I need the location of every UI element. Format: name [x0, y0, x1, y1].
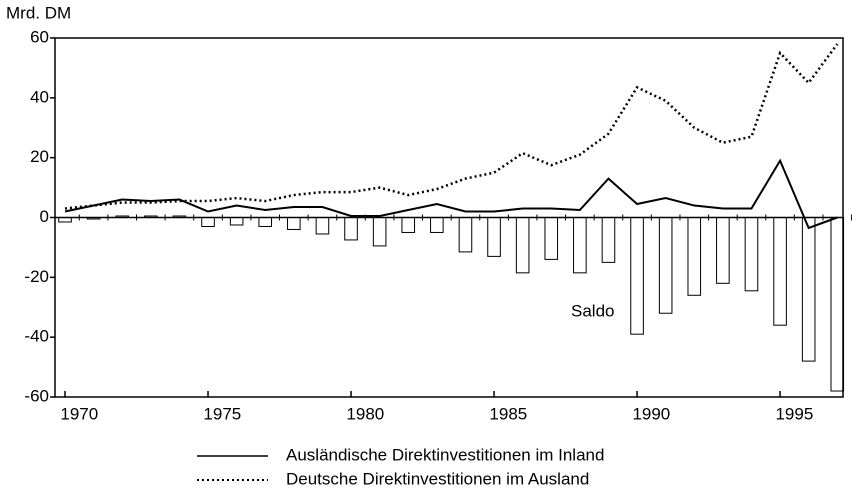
x-tick-label: 1990	[632, 404, 670, 423]
y-tick-label: 0	[40, 207, 49, 226]
bar	[573, 217, 587, 274]
bar	[744, 217, 759, 292]
y-axis-label: Mrd. DM	[6, 3, 71, 22]
bar	[458, 217, 473, 253]
bar	[229, 217, 244, 226]
bar	[630, 217, 644, 335]
y-tick-label: 60	[30, 27, 49, 46]
bar	[515, 217, 530, 274]
bar	[773, 217, 787, 326]
bar	[687, 217, 702, 296]
bar	[430, 217, 444, 233]
x-tick-label: 1995	[775, 404, 813, 423]
bar	[401, 217, 416, 233]
x-tick-label: 1985	[489, 404, 527, 423]
x-tick-label: 1975	[203, 404, 241, 423]
bar	[601, 217, 616, 263]
legend-label: Ausländische Direktinvestitionen im Inla…	[286, 445, 604, 464]
bar	[487, 217, 501, 257]
y-tick-label: 20	[30, 147, 49, 166]
bar	[258, 217, 273, 227]
y-tick-label: -60	[24, 386, 49, 405]
legend-label: Deutsche Direktinvestitionen im Ausland	[286, 469, 589, 488]
bar	[830, 217, 845, 392]
bar	[344, 217, 358, 241]
annotation: Saldo	[571, 301, 614, 320]
x-tick-label: 1970	[60, 404, 98, 423]
y-tick-label: 40	[30, 87, 49, 106]
line	[64, 43, 839, 210]
y-tick-label: -20	[24, 267, 49, 286]
bar	[315, 217, 330, 235]
bar	[372, 217, 387, 247]
bar	[801, 217, 816, 362]
bar	[658, 217, 673, 314]
bar	[201, 217, 215, 227]
x-tick-label: 1980	[346, 404, 384, 423]
y-tick-label: -40	[24, 327, 49, 346]
line	[64, 158, 838, 230]
bar	[544, 217, 559, 260]
plot-frame	[54, 37, 844, 398]
bar	[287, 217, 301, 230]
bar	[716, 217, 730, 284]
